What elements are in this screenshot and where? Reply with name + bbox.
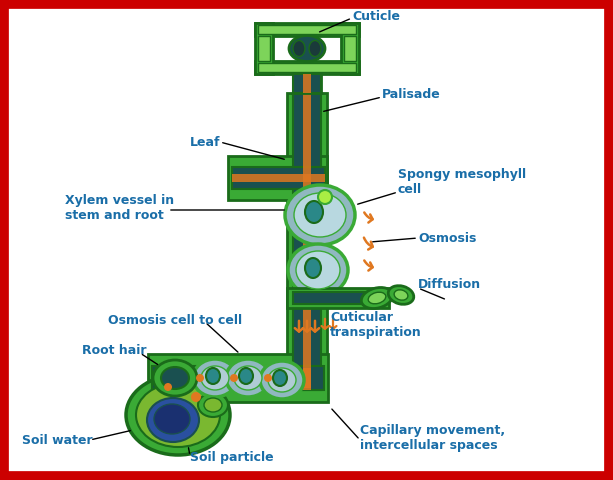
Bar	[293, 292, 376, 304]
Ellipse shape	[293, 40, 305, 57]
Bar	[258, 63, 356, 72]
Ellipse shape	[394, 290, 408, 300]
Bar	[293, 93, 321, 390]
Ellipse shape	[196, 374, 204, 382]
Ellipse shape	[234, 366, 262, 390]
Bar	[228, 156, 327, 200]
Ellipse shape	[309, 40, 321, 57]
Bar	[303, 93, 311, 390]
Bar	[258, 25, 356, 34]
Bar	[258, 36, 270, 61]
Ellipse shape	[164, 383, 172, 391]
Ellipse shape	[204, 398, 222, 412]
Text: Spongy mesophyll
cell: Spongy mesophyll cell	[398, 168, 526, 196]
Text: Xylem vessel in
stem and root: Xylem vessel in stem and root	[65, 194, 174, 222]
Ellipse shape	[226, 359, 270, 397]
Ellipse shape	[191, 392, 201, 402]
Bar	[287, 93, 327, 390]
Text: Cuticular
transpiration: Cuticular transpiration	[330, 311, 422, 339]
Ellipse shape	[136, 383, 220, 447]
Bar	[303, 368, 311, 388]
Bar	[255, 61, 359, 74]
Text: Root hair: Root hair	[82, 344, 147, 357]
Ellipse shape	[296, 251, 340, 289]
Ellipse shape	[154, 404, 190, 434]
Ellipse shape	[318, 190, 332, 204]
Ellipse shape	[285, 185, 355, 245]
Text: Leaf: Leaf	[189, 135, 220, 148]
Text: Soil particle: Soil particle	[190, 452, 273, 465]
Bar	[293, 74, 321, 93]
Ellipse shape	[288, 244, 348, 296]
Bar	[341, 23, 359, 74]
Ellipse shape	[147, 398, 199, 442]
Text: Diffusion: Diffusion	[418, 278, 481, 291]
Bar	[344, 36, 356, 61]
Text: Capillary movement,
intercellular spaces: Capillary movement, intercellular spaces	[360, 424, 505, 452]
Bar	[293, 74, 321, 93]
Ellipse shape	[264, 374, 272, 382]
Ellipse shape	[289, 36, 325, 61]
Bar	[152, 366, 324, 390]
Ellipse shape	[153, 360, 197, 396]
Ellipse shape	[305, 201, 323, 223]
Ellipse shape	[305, 258, 321, 278]
Ellipse shape	[201, 366, 229, 390]
Ellipse shape	[273, 370, 287, 386]
Bar	[232, 167, 325, 189]
Ellipse shape	[388, 286, 414, 304]
Bar	[303, 74, 311, 93]
Ellipse shape	[368, 292, 386, 304]
Text: Osmosis: Osmosis	[418, 231, 476, 244]
Ellipse shape	[206, 368, 220, 384]
Text: Palisade: Palisade	[382, 88, 441, 101]
Ellipse shape	[126, 375, 230, 455]
Ellipse shape	[230, 374, 238, 382]
Bar	[255, 23, 273, 74]
Bar	[287, 288, 389, 308]
Ellipse shape	[193, 359, 237, 397]
Ellipse shape	[268, 368, 296, 392]
Text: Cuticle: Cuticle	[352, 10, 400, 23]
Ellipse shape	[198, 393, 228, 417]
Ellipse shape	[294, 193, 346, 237]
Bar	[232, 174, 325, 182]
Text: Soil water: Soil water	[22, 433, 93, 446]
Ellipse shape	[161, 367, 189, 389]
Bar	[255, 23, 359, 36]
Ellipse shape	[361, 288, 393, 309]
Ellipse shape	[260, 361, 304, 399]
Text: Osmosis cell to cell: Osmosis cell to cell	[108, 313, 242, 326]
Ellipse shape	[239, 368, 253, 384]
Bar	[148, 354, 328, 402]
